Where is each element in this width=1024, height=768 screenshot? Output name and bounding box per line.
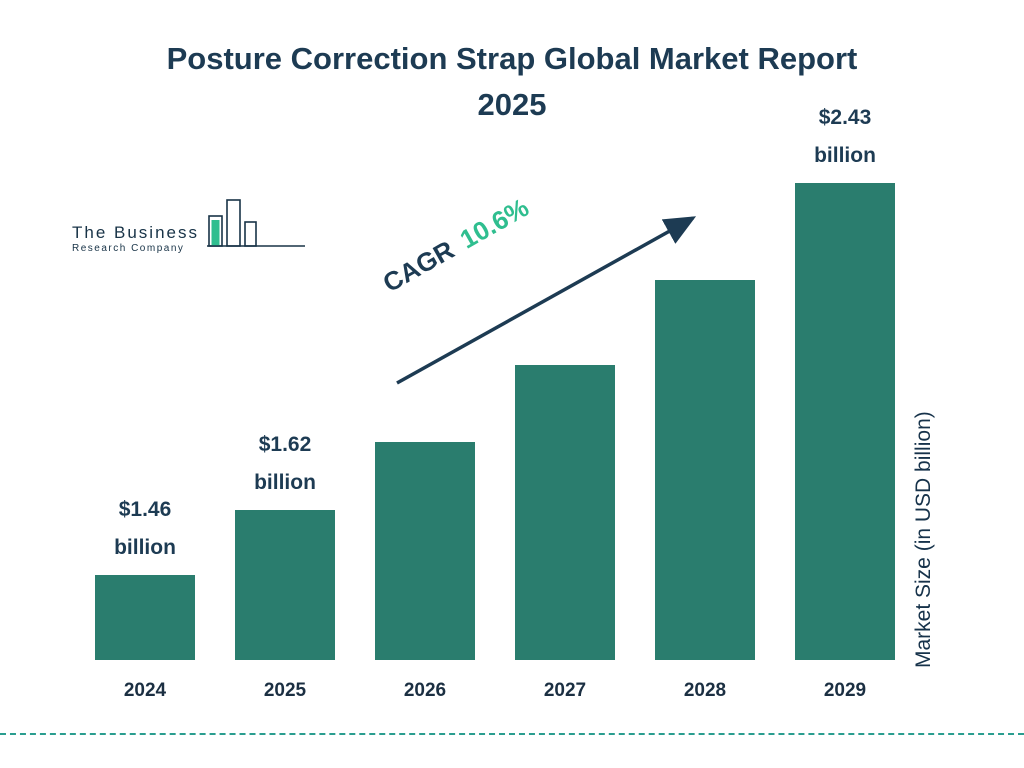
page-title-line1: Posture Correction Strap Global Market R… [166, 41, 858, 76]
bar-group-2028: 2028 [655, 100, 755, 701]
bar-2025 [235, 510, 335, 660]
x-tick-2028: 2028 [683, 680, 727, 701]
bar-chart-logo-icon [207, 199, 305, 247]
bar-group-2026: 2026 [375, 100, 475, 701]
bar-chart: $1.46 billion 2024 $1.62 billion 2025 2026 2027… [95, 100, 895, 701]
cagr-trend-arrow [396, 216, 697, 385]
bar-group-2029: $2.43 billion 2029 [795, 100, 895, 701]
bar-2029 [795, 183, 895, 660]
logo-name-line1: The Business [72, 223, 199, 242]
company-logo: The Business Research Company [72, 196, 307, 258]
value-label-2024: $1.46 billion [114, 498, 176, 559]
bar-2024 [95, 575, 195, 660]
bar-group-2024: $1.46 billion 2024 [95, 100, 195, 701]
company-logo-text: The Business Research Company [72, 223, 199, 258]
x-tick-2025: 2025 [263, 680, 307, 701]
bottom-dashed-divider [0, 733, 1024, 735]
value-label-2025: $1.62 billion [254, 433, 316, 494]
value-label-2029: $2.43 billion [814, 106, 876, 167]
bar-2027 [515, 365, 615, 660]
x-tick-2024: 2024 [123, 680, 167, 701]
bar-group-2025: $1.62 billion 2025 [235, 100, 335, 701]
bar-group-2027: 2027 [515, 100, 615, 701]
y-axis-label: Market Size (in USD billion) [912, 411, 935, 668]
x-tick-2029: 2029 [823, 680, 867, 701]
bar-2028 [655, 280, 755, 660]
bar-2026 [375, 442, 475, 660]
logo-name-line2: Research Company [72, 243, 185, 254]
page-title-line2: 2025 [477, 87, 547, 122]
x-tick-2026: 2026 [403, 680, 447, 701]
page-title: Posture Correction Strap Global Market R… [0, 36, 1024, 128]
x-tick-2027: 2027 [543, 680, 587, 701]
